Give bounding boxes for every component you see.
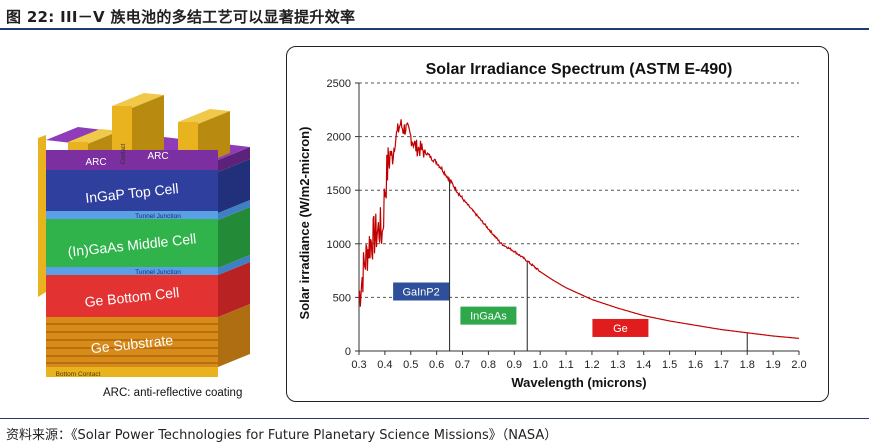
arc-side [218,147,250,172]
bottom-contact-label: Bottom Contact [56,371,101,378]
middle-cell-side [218,207,250,268]
y-tick-label: 500 [333,292,351,304]
bottom-cell-front [46,275,218,317]
tunnel2-side [218,255,250,275]
x-tick-label: 1.3 [610,359,625,371]
x-tick-label: 0.4 [377,359,392,371]
chart-grid [359,82,799,298]
x-tick-label: 1.4 [636,359,651,371]
bottom-contact-front [46,367,218,377]
figure-title: 图 22: III－V 族电池的多结工艺可以显著提升效率 [6,8,356,26]
x-tick-label: 1.2 [584,359,599,371]
y-tick-labels: 0 500 1000 1500 2000 2500 [327,78,351,358]
x-tick-label: 0.8 [481,359,496,371]
top-divider [0,28,869,30]
x-tick-label: 0.7 [455,359,470,371]
chart-frame: Solar Irradiance Spectrum (ASTM E-490) 0… [286,46,829,402]
chart-axes [355,82,800,355]
contact-label: Contact [121,143,127,164]
top-cell-side [218,159,250,213]
y-tick-label: 2500 [327,78,351,90]
band-labels: GaInP2 InGaAs Ge [393,282,649,337]
y-tick-label: 1000 [327,239,351,251]
middle-cell-front [46,219,218,267]
x-tick-label: 1.7 [714,359,729,371]
substrate-side [218,304,250,367]
source-note: 资料来源：《Solar Power Technologies for Futur… [6,428,558,443]
bottom-divider [0,418,869,419]
x-tick-label: 1.0 [533,359,548,371]
x-axis-label: Wavelength (microns) [511,375,646,390]
top-cell-front [46,170,218,211]
x-tick-label: 1.8 [740,359,755,371]
tunnel2-label: Tunnel Junction [135,269,181,276]
band-label-box [460,306,517,325]
band-label-box [592,318,649,337]
x-tick-label: 1.5 [662,359,677,371]
spectrum-line [358,119,800,339]
y-tick-label: 1500 [327,185,351,197]
band-edges [449,180,748,351]
arc-caption: ARC: anti-reflective coating [103,387,242,399]
x-tick-label: 0.5 [403,359,418,371]
tunnel1-front [46,211,218,219]
substrate-front [46,317,218,367]
tunnel1-label: Tunnel Junction [135,213,181,220]
substrate-stripes [46,323,218,364]
x-tick-label: 1.6 [688,359,703,371]
x-tick-label: 2.0 [791,359,806,371]
arc-front [46,150,218,170]
y-tick-label: 0 [345,346,351,358]
chart-series [358,119,800,339]
bottom-cell-side [218,262,250,317]
chart-title: Solar Irradiance Spectrum (ASTM E-490) [426,61,733,78]
multi-junction-cell-diagram: ARC Contact ARC InGaP Top Cell Tunnel Ju… [28,92,278,412]
x-tick-label: 0.6 [429,359,444,371]
tunnel1-side [218,200,250,220]
arc-right-label: ARC [147,151,168,162]
x-tick-label: 0.3 [351,359,366,371]
y-axis-label: Solar irradiance (W/m2-micron) [297,127,312,320]
x-tick-labels: 0.3 0.4 0.5 0.6 0.7 0.8 0.9 1.0 1.1 1.2 1.3 1.4 1.5 1… [351,359,806,371]
band-label-box [393,282,450,301]
band-label-text: InGaAs [470,311,507,323]
arc-left-label: ARC [85,157,106,168]
band-label-text: Ge [613,323,628,335]
tunnel2-front [46,267,218,275]
x-tick-label: 1.9 [765,359,780,371]
x-tick-label: 1.1 [558,359,573,371]
band-label-text: GaInP2 [402,287,439,299]
y-tick-label: 2000 [327,132,351,144]
x-tick-label: 0.9 [507,359,522,371]
